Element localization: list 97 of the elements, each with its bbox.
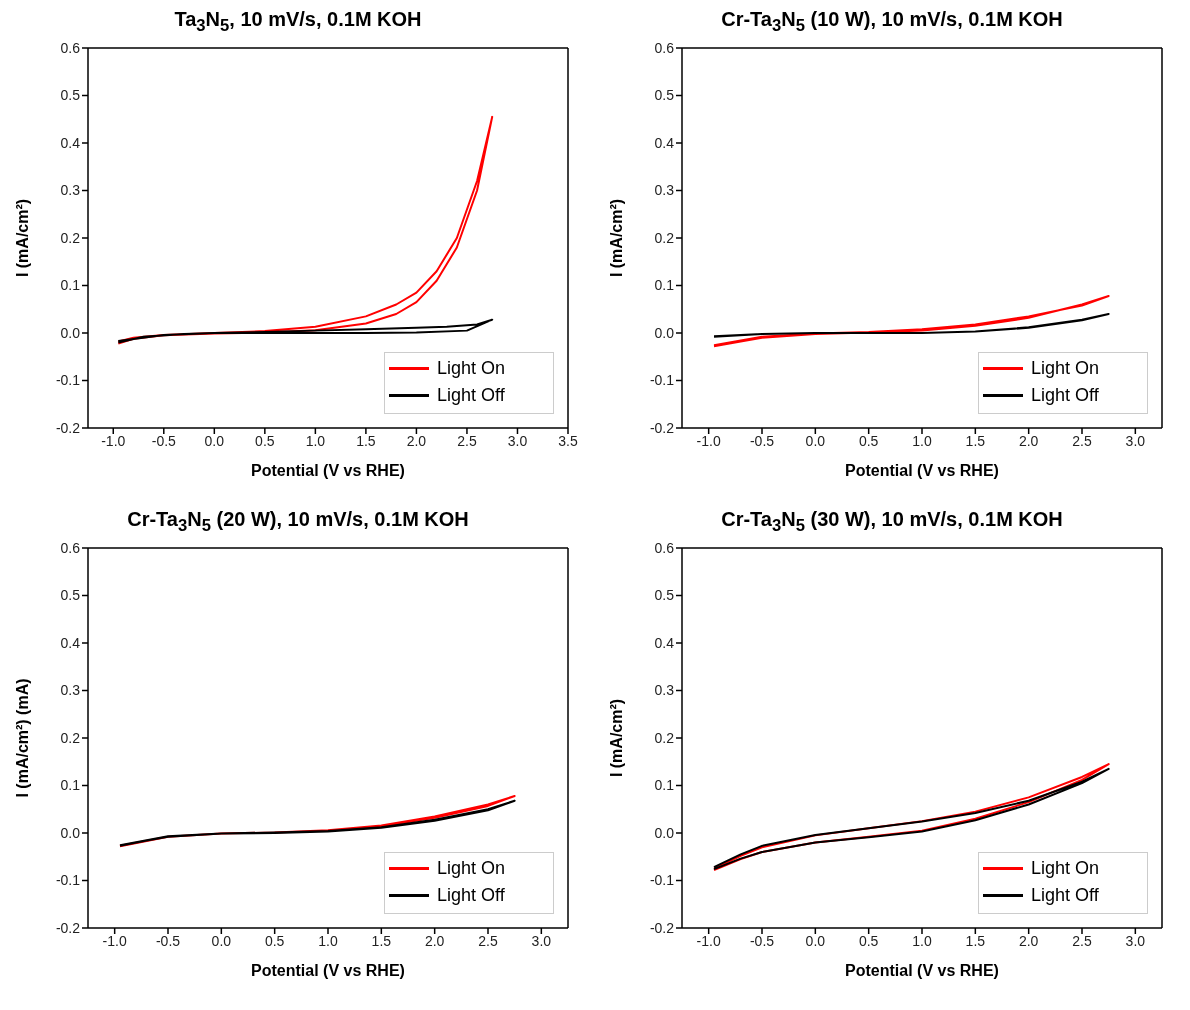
x-tick-label: 0.5 bbox=[264, 932, 285, 949]
x-tick-label: 1.0 bbox=[912, 432, 932, 449]
y-tick-label: -0.1 bbox=[55, 372, 81, 389]
y-tick-label: 0.1 bbox=[654, 777, 675, 794]
line-series bbox=[117, 115, 494, 345]
x-tick-label: -1.0 bbox=[696, 432, 721, 449]
x-tick-label: -1.0 bbox=[102, 932, 127, 949]
y-tick-label: 0.0 bbox=[654, 324, 675, 341]
y-tick-label: 0.1 bbox=[60, 777, 81, 794]
x-axis-title: Potential (V vs RHE) bbox=[845, 962, 999, 979]
x-tick-label: -1.0 bbox=[101, 432, 126, 449]
y-tick-label: 0.2 bbox=[654, 229, 675, 246]
x-axis-title: Potential (V vs RHE) bbox=[845, 462, 999, 479]
y-tick-label: -0.1 bbox=[649, 872, 675, 889]
y-tick-label: 0.1 bbox=[60, 277, 81, 294]
chart-title: Cr-Ta$_{3}$N$_{5}$ (10 W), 10 mV/s, 0.1M KOH bbox=[720, 8, 1064, 37]
x-tick-label: -0.5 bbox=[749, 432, 775, 449]
y-tick-label: 0.0 bbox=[654, 824, 675, 841]
y-tick-label: 0.4 bbox=[60, 634, 81, 651]
x-tick-label: -0.5 bbox=[151, 432, 177, 449]
x-tick-label: 3.0 bbox=[531, 932, 552, 949]
y-tick-label: 0.6 bbox=[654, 539, 675, 556]
y-tick-label: -0.1 bbox=[55, 872, 81, 889]
x-tick-label: 2.0 bbox=[1018, 432, 1039, 449]
y-tick-label: 0.3 bbox=[654, 182, 675, 199]
line-series bbox=[713, 294, 1110, 348]
y-tick-label: 0.5 bbox=[654, 87, 675, 104]
legend-label: Light Off bbox=[437, 385, 505, 406]
y-tick-label: 0.5 bbox=[60, 87, 81, 104]
y-tick-label: 0.6 bbox=[654, 39, 675, 56]
x-axis-title: Potential (V vs RHE) bbox=[251, 962, 405, 979]
y-tick-label: -0.1 bbox=[649, 372, 675, 389]
x-tick-label: 0.0 bbox=[805, 432, 826, 449]
y-tick-label: 0.6 bbox=[60, 39, 81, 56]
legend-label: Light Off bbox=[437, 885, 505, 906]
line-series bbox=[713, 313, 1110, 338]
y-axis-title: I (mA/cm²) bbox=[13, 198, 31, 278]
x-tick-label: -0.5 bbox=[749, 932, 775, 949]
y-tick-label: 0.1 bbox=[654, 277, 675, 294]
chart-title: Cr-Ta$_{3}$N$_{5}$ (30 W), 10 mV/s, 0.1M KOH bbox=[720, 508, 1064, 537]
x-tick-label: 3.0 bbox=[1125, 432, 1146, 449]
y-tick-label: 0.6 bbox=[60, 539, 81, 556]
y-tick-label: 0.3 bbox=[60, 182, 81, 199]
legend-label: Light On bbox=[437, 358, 506, 379]
y-tick-label: 0.4 bbox=[654, 134, 675, 151]
x-tick-label: 3.0 bbox=[1125, 932, 1146, 949]
x-tick-label: 0.0 bbox=[211, 932, 232, 949]
y-tick-label: 0.4 bbox=[654, 634, 675, 651]
x-tick-label: 1.5 bbox=[965, 432, 986, 449]
y-axis-title: I (mA/cm²) bbox=[607, 198, 625, 278]
chart-title: Cr-Ta$_{3}$N$_{5}$ (20 W), 10 mV/s, 0.1M KOH bbox=[126, 508, 470, 537]
x-tick-label: 1.0 bbox=[318, 932, 338, 949]
y-tick-label: -0.2 bbox=[55, 919, 81, 936]
legend-label: Light Off bbox=[1031, 385, 1099, 406]
x-tick-label: 2.0 bbox=[406, 432, 427, 449]
x-tick-label: 2.0 bbox=[424, 932, 445, 949]
legend-label: Light On bbox=[437, 858, 506, 879]
y-tick-label: 0.0 bbox=[60, 324, 81, 341]
y-tick-label: 0.5 bbox=[654, 587, 675, 604]
legend-label: Light On bbox=[1031, 858, 1100, 879]
y-axis-title: I (mA/cm²) bbox=[607, 698, 625, 778]
y-tick-label: -0.2 bbox=[55, 419, 81, 436]
x-tick-label: 0.5 bbox=[255, 432, 275, 449]
y-tick-label: 0.3 bbox=[654, 682, 675, 699]
legend-label: Light Off bbox=[1031, 885, 1099, 906]
y-tick-label: 0.2 bbox=[60, 229, 81, 246]
y-tick-label: 0.2 bbox=[60, 729, 81, 746]
y-tick-label: -0.2 bbox=[649, 919, 675, 936]
x-axis-title: Potential (V vs RHE) bbox=[251, 462, 405, 479]
y-tick-label: -0.2 bbox=[649, 419, 675, 436]
y-tick-label: 0.5 bbox=[60, 587, 81, 604]
x-tick-label: 3.0 bbox=[507, 432, 528, 449]
x-tick-label: 2.5 bbox=[1072, 432, 1092, 449]
x-tick-label: 2.0 bbox=[1018, 932, 1039, 949]
x-tick-label: 1.5 bbox=[356, 432, 376, 449]
x-tick-label: 1.0 bbox=[305, 432, 326, 449]
x-tick-label: 2.5 bbox=[478, 932, 498, 949]
x-tick-label: 1.5 bbox=[965, 932, 986, 949]
x-tick-label: 0.0 bbox=[805, 932, 826, 949]
x-tick-label: 3.5 bbox=[558, 432, 578, 449]
chart-title: Ta$_{3}$N$_{5}$, 10 mV/s, 0.1M KOH bbox=[173, 8, 423, 37]
y-axis-title: I (mA/cm²) (mA) bbox=[13, 678, 31, 798]
x-tick-label: -0.5 bbox=[155, 932, 181, 949]
line-series bbox=[117, 318, 494, 344]
y-tick-label: 0.2 bbox=[654, 729, 675, 746]
x-tick-label: 0.5 bbox=[858, 932, 879, 949]
x-tick-label: 2.5 bbox=[1072, 932, 1092, 949]
x-tick-label: 0.5 bbox=[858, 432, 879, 449]
x-tick-label: 2.5 bbox=[457, 432, 477, 449]
x-tick-label: 0.0 bbox=[204, 432, 225, 449]
y-tick-label: 0.0 bbox=[60, 824, 81, 841]
x-tick-label: 1.0 bbox=[912, 932, 932, 949]
legend-label: Light On bbox=[1031, 358, 1100, 379]
y-tick-label: 0.4 bbox=[60, 134, 81, 151]
x-tick-label: -1.0 bbox=[696, 932, 721, 949]
x-tick-label: 1.5 bbox=[371, 932, 392, 949]
y-tick-label: 0.3 bbox=[60, 682, 81, 699]
